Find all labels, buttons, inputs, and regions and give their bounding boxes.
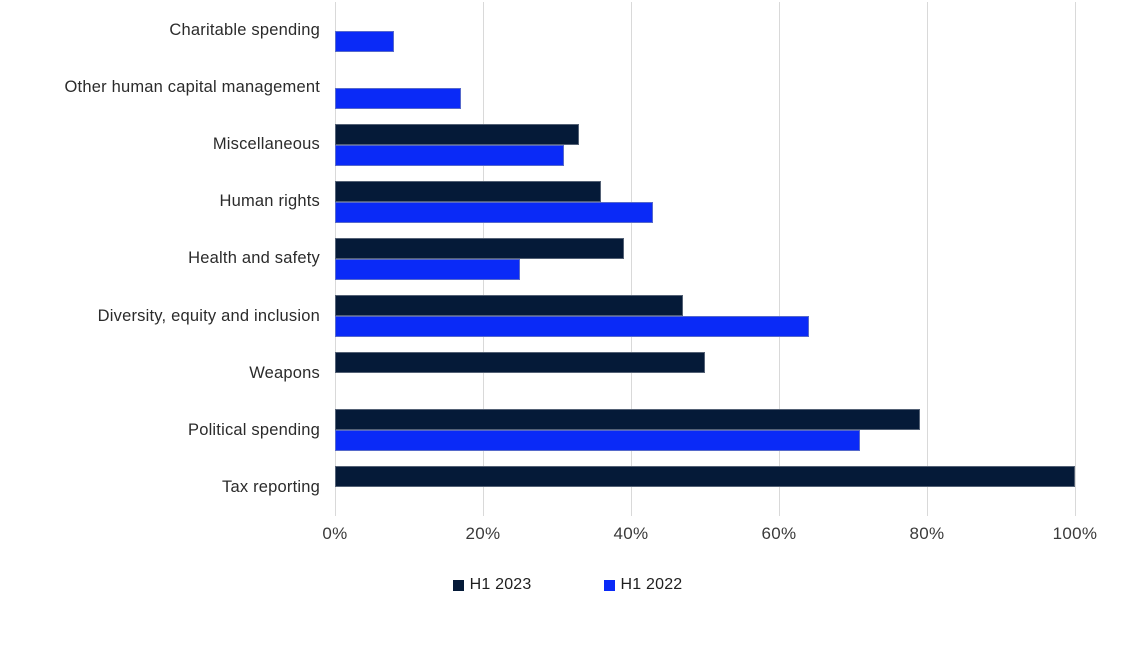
- bar-h1-2023: [335, 180, 602, 202]
- bar-h1-2023: [335, 466, 1075, 488]
- x-axis: 0% 20% 40% 60% 80% 100%: [322, 524, 1097, 550]
- category-label: Other human capital management: [64, 78, 320, 97]
- legend-item: H1 2022: [603, 576, 683, 594]
- category-label: Charitable spending: [169, 21, 320, 40]
- bar-h1-2023: [335, 123, 580, 145]
- x-tick-label: 60%: [761, 524, 797, 543]
- bar-h1-2022: [335, 87, 461, 109]
- legend-item: H1 2023: [452, 576, 532, 594]
- bar-h1-2023: [335, 238, 624, 259]
- legend-swatch-icon: [452, 579, 464, 591]
- bar-h1-2022: [335, 430, 861, 452]
- legend-swatch-icon: [603, 579, 615, 591]
- legend-label: H1 2023: [469, 576, 532, 593]
- plot-area: [335, 2, 1076, 516]
- gridline: [1075, 2, 1076, 516]
- category-label: Diversity, equity and inclusion: [97, 306, 320, 325]
- bar-h1-2022: [335, 316, 809, 338]
- bar-h1-2022: [335, 259, 520, 280]
- bar-h1-2022: [335, 144, 565, 166]
- bar-h1-2023: [335, 352, 705, 374]
- legend: H1 2023 H1 2022: [0, 576, 1135, 594]
- gridline: [631, 2, 632, 516]
- category-label: Miscellaneous: [212, 135, 320, 154]
- x-tick-label: 40%: [613, 524, 649, 543]
- category-label: Tax reporting: [222, 477, 320, 496]
- bar-h1-2023: [335, 409, 920, 431]
- x-tick-label: 100%: [1052, 524, 1098, 543]
- category-labels-column: Charitable spending Other human capital m…: [0, 2, 320, 516]
- bar-h1-2022: [335, 30, 395, 52]
- gridline: [779, 2, 780, 516]
- gridline: [927, 2, 928, 516]
- bar-h1-2022: [335, 201, 654, 223]
- legend-label: H1 2022: [620, 576, 683, 593]
- x-tick-label: 80%: [909, 524, 945, 543]
- category-label: Human rights: [219, 192, 320, 211]
- x-tick-label: 0%: [322, 524, 348, 543]
- category-label: Political spending: [187, 420, 320, 439]
- x-tick-label: 20%: [465, 524, 501, 543]
- category-label: Weapons: [249, 363, 320, 382]
- bar-h1-2023: [335, 295, 683, 317]
- category-label: Health and safety: [188, 249, 320, 268]
